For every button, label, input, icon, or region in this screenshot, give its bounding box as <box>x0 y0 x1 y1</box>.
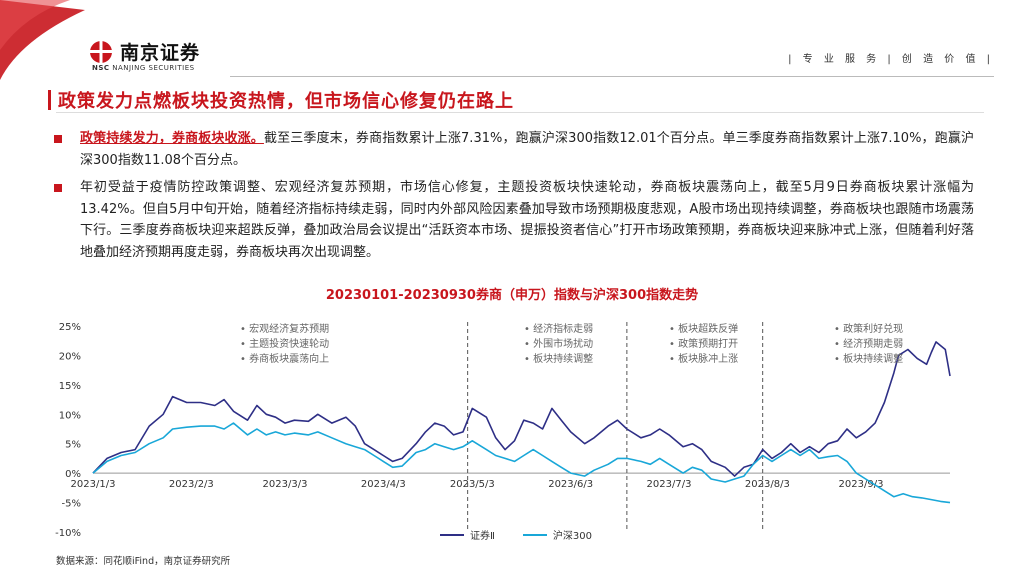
annotation-line: • 板块持续调整 <box>524 354 594 365</box>
line-chart: 25% 20% 15% 10% 5% 0% -5% -10% 2023/1/3 2023/2/3 2… <box>55 322 951 539</box>
bullet-item: 年初受益于疫情防控政策调整、宏观经济复苏预期，市场信心修复，主题投资板块快速轮动… <box>54 177 974 263</box>
header-divider <box>230 76 994 77</box>
annotation-line: • 宏观经济复苏预期 <box>240 324 330 335</box>
logo: 南京证券 <box>86 38 200 65</box>
y-tick-label: 20% <box>59 351 81 362</box>
annotation-line: • 主题投资快速轮动 <box>240 339 330 350</box>
annotation-line: • 政策预期打开 <box>669 339 739 350</box>
annotation-line: • 板块脉冲上涨 <box>669 354 739 365</box>
annotation-line: • 外围市场扰动 <box>524 339 594 350</box>
bullet-body: 截至三季度末，券商指数累计上涨7.31%，跑赢沪深300指数12.01个百分点。… <box>80 131 974 168</box>
y-tick-label: 25% <box>59 322 81 333</box>
bullet-text: 政策持续发力，券商板块收涨。截至三季度末，券商指数累计上涨7.31%，跑赢沪深3… <box>80 128 974 171</box>
legend-item-securities: 证券Ⅱ <box>440 527 495 542</box>
slogan: | 专 业 服 务 | 创 造 价 值 | <box>788 54 994 65</box>
bullet-item: 政策持续发力，券商板块收涨。截至三季度末，券商指数累计上涨7.31%，跑赢沪深3… <box>54 128 974 171</box>
legend-label: 沪深300 <box>552 531 593 542</box>
header: 南京证券 NSC NANJING SECURITIES | 专 业 服 务 | … <box>0 0 1024 80</box>
logo-subtitle: NSC NANJING SECURITIES <box>92 64 195 72</box>
x-tick-label: 2023/1/3 <box>71 479 116 490</box>
chart-title: 20230101-20230930券商（申万）指数与沪深300指数走势 <box>325 288 699 303</box>
x-tick-label: 2023/9/3 <box>839 479 884 490</box>
title-bar: 政策发力点燃板块投资热情，但市场信心修复仍在路上 <box>48 84 984 113</box>
bullet-highlight: 政策持续发力，券商板块收涨。 <box>80 131 264 146</box>
nsc-logo-icon <box>90 40 112 63</box>
logo-abbr: NSC <box>92 64 110 72</box>
annotation-phase-2: • 经济指标走弱 • 外围市场扰动 • 板块持续调整 <box>524 322 593 367</box>
y-tick-label: 0% <box>65 469 81 480</box>
annotation-line: • 政策利好兑现 <box>834 324 904 335</box>
legend-label: 证券Ⅱ <box>470 531 495 542</box>
annotation-phase-4: • 政策利好兑现 • 经济预期走弱 • 板块持续调整 <box>834 322 903 367</box>
annotation-line: • 经济指标走弱 <box>524 324 594 335</box>
bullet-square-icon <box>54 184 62 192</box>
legend-item-csi300: 沪深300 <box>522 527 593 542</box>
annotation-line: • 经济预期走弱 <box>834 339 904 350</box>
x-tick-label: 2023/5/3 <box>450 479 495 490</box>
y-tick-label: -10% <box>55 528 81 539</box>
annotation-line: • 板块持续调整 <box>834 354 904 365</box>
x-tick-label: 2023/8/3 <box>745 479 790 490</box>
annotation-phase-3: • 板块超跌反弹 • 政策预期打开 • 板块脉冲上涨 <box>669 322 738 367</box>
series-line-securities <box>92 341 951 477</box>
bullet-square-icon <box>54 135 62 143</box>
annotation-line: • 板块超跌反弹 <box>669 324 739 335</box>
y-tick-label: 10% <box>59 410 81 421</box>
y-tick-label: -5% <box>62 499 81 510</box>
y-tick-label: 5% <box>65 440 81 451</box>
series-line-csi300 <box>92 422 951 504</box>
legend-swatch <box>440 533 464 536</box>
bullet-text: 年初受益于疫情防控政策调整、宏观经济复苏预期，市场信心修复，主题投资板块快速轮动… <box>80 177 974 263</box>
logo-text: 南京证券 <box>120 42 201 64</box>
x-tick-label: 2023/3/3 <box>263 479 308 490</box>
x-tick-label: 2023/7/3 <box>647 479 692 490</box>
annotation-line: • 券商板块震荡向上 <box>240 354 330 365</box>
corner-decoration <box>0 0 85 80</box>
legend-swatch <box>522 533 547 536</box>
bullet-list: 政策持续发力，券商板块收涨。截至三季度末，券商指数累计上涨7.31%，跑赢沪深3… <box>54 128 974 269</box>
chart-legend: 证券Ⅱ 沪深300 <box>440 527 592 542</box>
bullet-body: 年初受益于疫情防控政策调整、宏观经济复苏预期，市场信心修复，主题投资板块快速轮动… <box>80 180 974 260</box>
data-source: 数据来源：同花顺iFind，南京证券研究所 <box>56 556 231 567</box>
y-tick-label: 15% <box>59 381 81 392</box>
x-tick-label: 2023/4/3 <box>361 479 406 490</box>
x-tick-label: 2023/2/3 <box>169 479 214 490</box>
page-title: 政策发力点燃板块投资热情，但市场信心修复仍在路上 <box>58 91 514 112</box>
x-tick-label: 2023/6/3 <box>548 479 593 490</box>
annotation-phase-1: • 宏观经济复苏预期 • 主题投资快速轮动 • 券商板块震荡向上 <box>240 322 329 367</box>
logo-sub-text: NANJING SECURITIES <box>112 64 195 72</box>
